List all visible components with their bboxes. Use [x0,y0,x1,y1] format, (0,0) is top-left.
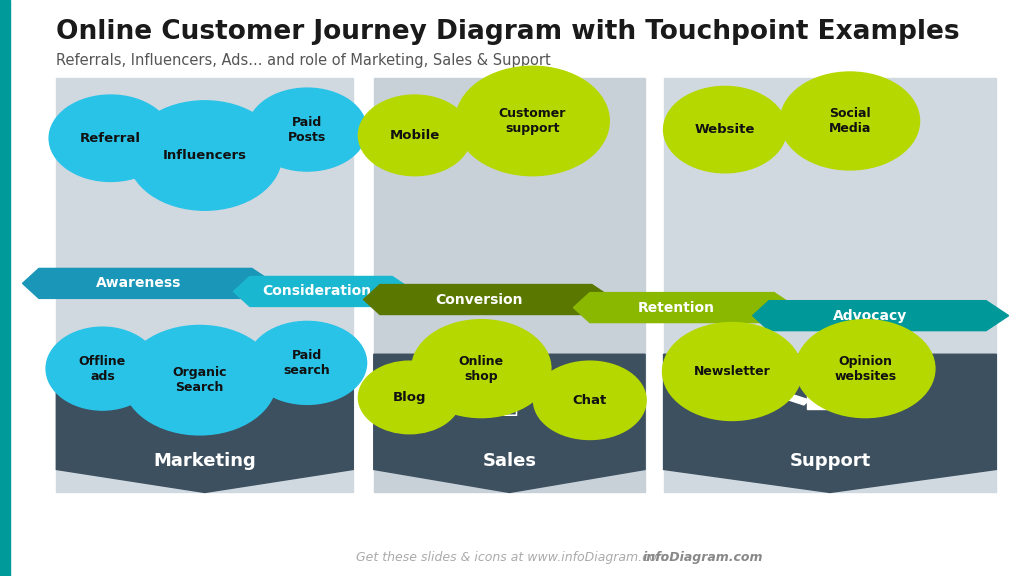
Text: Paid
search: Paid search [284,349,331,377]
Bar [807,381,852,409]
Ellipse shape [199,400,211,407]
Ellipse shape [358,361,461,434]
Ellipse shape [49,95,172,181]
Ellipse shape [46,327,159,410]
Text: Conversion: Conversion [435,293,522,306]
Text: 🤝: 🤝 [501,389,518,417]
Text: Paid
Posts: Paid Posts [288,116,327,143]
Ellipse shape [123,325,276,435]
Text: Opinion
websites: Opinion websites [835,355,896,382]
Text: Sales: Sales [482,452,537,470]
Bar [374,78,645,492]
Ellipse shape [663,323,802,420]
Ellipse shape [456,66,609,176]
Text: infoDiagram.com: infoDiagram.com [643,551,764,564]
Polygon shape [364,285,614,314]
Ellipse shape [128,101,282,210]
Ellipse shape [796,320,935,418]
Text: Awareness: Awareness [95,276,181,290]
Ellipse shape [248,88,367,171]
Ellipse shape [190,395,219,411]
Text: Advocacy: Advocacy [834,309,907,323]
Polygon shape [573,293,797,323]
Text: Chat: Chat [572,394,607,407]
Polygon shape [23,268,274,298]
Bar [56,78,353,492]
Text: Newsletter: Newsletter [694,365,770,378]
Ellipse shape [780,72,920,170]
Text: Retention: Retention [638,301,715,314]
Text: Online Customer Journey Diagram with Touchpoint Examples: Online Customer Journey Diagram with Tou… [56,18,959,45]
Polygon shape [374,354,645,492]
Text: Mobile: Mobile [389,129,440,142]
Text: Customer
support: Customer support [499,107,566,135]
Text: Referrals, Influencers, Ads... and role of Marketing, Sales & Support: Referrals, Influencers, Ads... and role … [56,53,551,68]
Bar [780,392,809,405]
Ellipse shape [664,86,786,173]
Text: Consideration: Consideration [262,285,372,298]
Polygon shape [56,354,353,492]
Bar [848,385,876,397]
Polygon shape [664,354,996,492]
Text: Online
shop: Online shop [459,355,504,382]
Text: Get these slides & icons at www.infoDiagram.com: Get these slides & icons at www.infoDiag… [355,551,669,564]
Text: Support: Support [790,452,870,470]
Ellipse shape [248,321,367,404]
Ellipse shape [534,361,646,439]
Text: Social
Media: Social Media [828,107,871,135]
Bar [664,78,996,492]
Polygon shape [753,301,1009,331]
Polygon shape [233,276,415,306]
Text: Website: Website [695,123,755,136]
Ellipse shape [412,320,551,418]
Text: Marketing: Marketing [154,452,256,470]
Bar [0,0,10,576]
Text: Blog: Blog [393,391,426,404]
Ellipse shape [159,391,251,416]
Ellipse shape [817,368,843,386]
Text: Influencers: Influencers [163,149,247,162]
Ellipse shape [358,95,471,176]
Text: Offline
ads: Offline ads [79,355,126,382]
Text: Organic
Search: Organic Search [172,366,227,394]
Text: Referral: Referral [80,132,141,145]
